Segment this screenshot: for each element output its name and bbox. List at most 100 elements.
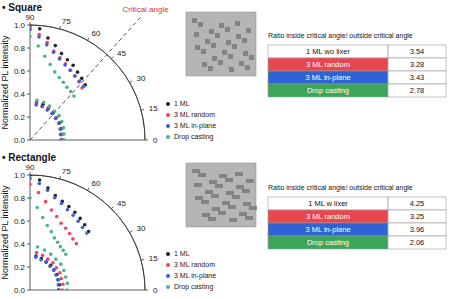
x-tick-label: 30 [137,224,146,233]
table-row-label: 3 ML random [306,212,350,221]
particle [249,206,257,210]
point [76,70,80,74]
point [62,80,66,84]
table-cell [268,45,388,58]
point [75,242,79,246]
x-tick-label: 0 [153,286,158,295]
y-tick [27,267,30,268]
particle [208,66,213,71]
legend-label: 1 ML [174,100,190,107]
table-cell [268,84,388,97]
particle [229,218,237,222]
table-cell [268,210,388,223]
x-tick-label: 90 [26,163,35,172]
point [28,177,32,181]
series [28,23,87,142]
legend-marker [166,124,170,128]
y-tick-label: 0.0 [14,136,26,145]
point [48,264,52,268]
point [39,258,43,262]
point [45,224,49,228]
y-tick [27,175,30,176]
y-tick-label: 1.0 [14,171,26,180]
point [38,182,42,186]
table-cell [388,58,446,71]
point [64,252,68,256]
point [48,104,52,108]
point [69,90,73,94]
table-cell [388,45,446,58]
figure: • Square0.00.20.40.60.81.0Normalized PL … [0,0,458,299]
particle [243,51,248,56]
legend: 1 ML3 ML random3 ML in-planeDrop casting [166,250,216,291]
plot-area [28,173,90,292]
particle [245,65,250,70]
x-tick-label: 15 [149,254,158,263]
x-tick-label: 30 [137,74,146,83]
particle [215,184,223,188]
point [35,206,39,210]
legend-label: Drop casting [174,133,213,141]
legend-label: 3 ML in-plane [174,272,216,280]
legend-marker [166,135,170,139]
point [57,288,61,292]
y-tick-label: 0.4 [14,240,26,249]
particle [211,194,219,198]
legend-marker [166,102,170,106]
particle [198,22,203,27]
particle [198,173,206,177]
y-tick [27,140,30,141]
table-cell [268,223,388,236]
point [48,63,52,67]
y-tick [27,117,30,118]
table-row-label: 3 ML in-plane [305,73,350,82]
particle [249,55,254,60]
point [36,245,40,249]
point [58,271,62,275]
particle [194,183,202,187]
point [28,173,32,177]
point [43,54,47,58]
x-tick-label: 75 [62,17,71,26]
x-tick [30,172,31,175]
ratio-table: Ratio inside critical angle/ outside cri… [268,184,446,249]
table-row-value: 2.06 [410,238,425,247]
x-tick [30,22,31,25]
particle [225,178,233,182]
y-tick [27,290,30,291]
legend-label: Drop casting [174,283,213,291]
point [55,215,59,219]
point [58,127,62,131]
axis-arc [30,175,145,290]
particle [243,202,251,206]
point [73,74,77,78]
particle [194,32,199,37]
point [46,189,50,193]
legend-marker [166,113,170,117]
point [78,79,82,83]
y-tick [27,94,30,95]
legend-label: 1 ML [174,250,190,257]
point [34,255,38,259]
point [62,132,66,136]
point [45,108,49,112]
particle [232,195,240,199]
particle [212,207,220,211]
y-tick-label: 0.0 [14,286,26,295]
y-tick [27,198,30,199]
point [61,282,65,286]
point [44,260,48,264]
point [59,245,63,249]
y-tick-label: 0.2 [14,263,26,272]
plot-area [28,23,87,142]
point [40,105,44,109]
point [63,138,67,142]
x-tick [111,57,113,59]
point [54,257,58,261]
series [28,177,89,292]
point [71,64,75,68]
point [37,35,41,39]
series [28,28,85,142]
series [28,35,76,142]
y-tick-label: 1.0 [14,21,26,30]
